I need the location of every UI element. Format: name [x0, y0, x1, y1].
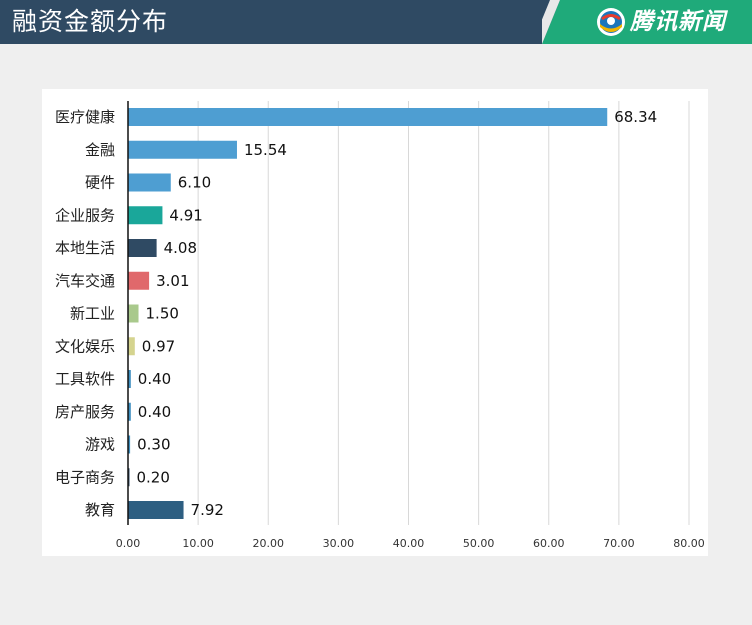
category-label: 工具软件 [55, 370, 115, 388]
bar [128, 304, 139, 323]
value-label: 15.54 [244, 141, 287, 159]
chart-panel: 0.00 10.00 20.00 30.00 40.00 50.00 60.00 70.00 8… [42, 89, 708, 556]
value-label: 7.92 [191, 501, 224, 519]
bar [128, 402, 131, 421]
bar [128, 140, 237, 159]
brand-name: 腾讯新闻 [630, 9, 726, 35]
value-label: 0.40 [138, 403, 171, 421]
category-label: 硬件 [85, 174, 115, 192]
x-tick-label: 30.00 [323, 537, 355, 550]
category-label: 金融 [85, 141, 115, 159]
x-tick-label: 60.00 [533, 537, 565, 550]
bar [128, 337, 135, 356]
value-label: 0.40 [138, 370, 171, 388]
x-tick-label: 0.00 [116, 537, 141, 550]
category-label: 房产服务 [55, 403, 115, 421]
x-tick-label: 50.00 [463, 537, 495, 550]
category-label: 汽车交通 [55, 272, 115, 290]
value-label: 68.34 [614, 108, 657, 126]
category-label: 企业服务 [55, 206, 115, 224]
category-label: 本地生活 [55, 239, 115, 257]
bar-chart: 0.00 10.00 20.00 30.00 40.00 50.00 60.00 70.00 8… [55, 101, 705, 550]
bar [128, 501, 184, 519]
bar [128, 370, 131, 388]
brand-background [542, 0, 752, 44]
header-bar: 融资金额分布 腾讯新闻 [0, 0, 752, 44]
bar [128, 239, 157, 257]
value-label: 4.08 [164, 239, 197, 257]
value-label: 0.20 [137, 468, 170, 486]
x-tick-label: 80.00 [673, 537, 705, 550]
value-label: 6.10 [178, 174, 211, 192]
category-label: 新工业 [70, 305, 115, 323]
value-label: 0.97 [142, 337, 175, 355]
category-label: 医疗健康 [55, 108, 115, 126]
x-tick-label: 10.00 [182, 537, 214, 550]
x-tick-label: 20.00 [253, 537, 285, 550]
tencent-news-logo-icon [597, 8, 625, 36]
bar [128, 435, 131, 454]
value-label: 3.01 [156, 272, 189, 290]
value-label: 1.50 [146, 305, 179, 323]
page-title: 融资金额分布 [12, 7, 169, 36]
bar [128, 271, 150, 290]
category-label: 游戏 [85, 436, 115, 454]
x-tick-label: 40.00 [393, 537, 425, 550]
bar [128, 108, 608, 126]
value-label: 4.91 [169, 206, 202, 224]
bar [128, 173, 171, 192]
x-tick-label: 70.00 [603, 537, 635, 550]
category-label: 电子商务 [55, 468, 115, 486]
brand-badge: 腾讯新闻 [542, 0, 752, 44]
value-label: 0.30 [137, 436, 170, 454]
bar [128, 206, 163, 225]
category-label: 教育 [85, 501, 115, 519]
category-label: 文化娱乐 [55, 337, 115, 355]
